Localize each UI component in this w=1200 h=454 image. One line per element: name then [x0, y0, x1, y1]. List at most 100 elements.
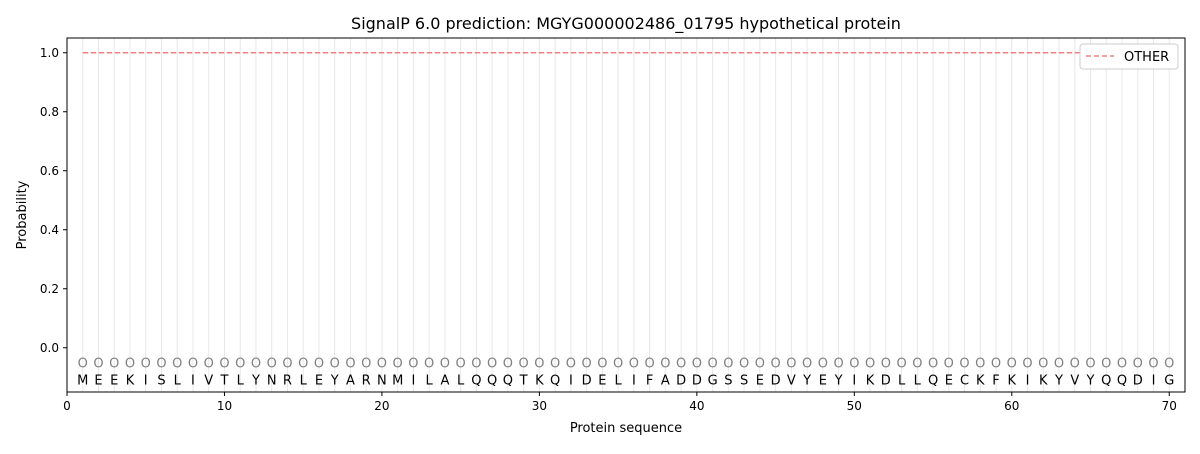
region-marker: O — [1007, 357, 1017, 372]
residue-label: E — [756, 373, 764, 388]
residue-label: S — [157, 373, 165, 388]
region-marker: O — [456, 357, 466, 372]
residue-label: Q — [487, 373, 497, 388]
plot-frame — [66, 37, 1186, 393]
residue-label: D — [881, 373, 891, 388]
residue-label: T — [519, 373, 528, 388]
residue-label: V — [787, 373, 796, 388]
x-tick-label: 30 — [532, 399, 547, 413]
residue-label: V — [204, 373, 213, 388]
region-marker: O — [723, 357, 733, 372]
chart-title: SignalP 6.0 prediction: MGYG000002486_01… — [351, 14, 901, 34]
residue-label: Y — [1054, 373, 1063, 388]
region-marker: O — [550, 357, 560, 372]
y-tick-label: 1.0 — [40, 46, 59, 60]
residue-label: I — [1026, 373, 1030, 388]
residue-label: V — [1070, 373, 1079, 388]
residue-label: I — [412, 373, 416, 388]
region-marker: O — [975, 357, 985, 372]
residue-label: K — [126, 373, 135, 388]
region-marker: O — [597, 357, 607, 372]
residue-label: I — [1152, 373, 1156, 388]
y-tick-label: 0.6 — [40, 164, 59, 178]
x-tick-label: 70 — [1162, 399, 1177, 413]
residue-label: E — [110, 373, 118, 388]
region-marker: O — [471, 357, 481, 372]
region-marker: O — [282, 357, 292, 372]
x-axis-label: Protein sequence — [570, 421, 682, 436]
region-marker: O — [912, 357, 922, 372]
region-marker: O — [865, 357, 875, 372]
region-marker: O — [424, 357, 434, 372]
residue-label: L — [898, 373, 906, 388]
x-tick-label: 60 — [1004, 399, 1019, 413]
region-marker: O — [1054, 357, 1064, 372]
residue-label: E — [598, 373, 606, 388]
region-marker: O — [739, 357, 749, 372]
residue-label: D — [1133, 373, 1143, 388]
region-marker: O — [172, 357, 182, 372]
region-marker: O — [503, 357, 513, 372]
region-marker: O — [519, 357, 529, 372]
residue-label: Q — [1117, 373, 1127, 388]
region-marker: O — [707, 357, 717, 372]
residue-label: I — [144, 373, 148, 388]
region-marker: O — [1038, 357, 1048, 372]
region-marker: O — [1148, 357, 1158, 372]
residue-label: E — [315, 373, 323, 388]
region-marker: O — [314, 357, 324, 372]
residue-label: A — [346, 373, 355, 388]
residue-label: L — [426, 373, 434, 388]
region-marker: O — [141, 357, 151, 372]
region-marker: O — [487, 357, 497, 372]
region-marker: O — [93, 357, 103, 372]
region-marker: O — [676, 357, 686, 372]
residue-label: D — [692, 373, 702, 388]
residue-label: Q — [550, 373, 560, 388]
region-marker: O — [849, 357, 859, 372]
residue-label: M — [77, 373, 88, 388]
region-marker: O — [645, 357, 655, 372]
region-marker: O — [896, 357, 906, 372]
region-marker: O — [1022, 357, 1032, 372]
x-tick-label: 10 — [217, 399, 232, 413]
region-marker: O — [1101, 357, 1111, 372]
region-marker: O — [78, 357, 88, 372]
region-marker: O — [1164, 357, 1174, 372]
residue-label: N — [377, 373, 387, 388]
region-marker: O — [125, 357, 135, 372]
region-marker: O — [156, 357, 166, 372]
x-tick-label: 0 — [63, 399, 71, 413]
region-marker: O — [755, 357, 765, 372]
residue-label: R — [283, 373, 292, 388]
residue-label: L — [300, 373, 308, 388]
residue-label: Y — [802, 373, 811, 388]
residue-label: Y — [1086, 373, 1095, 388]
region-marker: O — [408, 357, 418, 372]
residue-label: K — [866, 373, 875, 388]
y-axis-label: Probability — [15, 180, 30, 249]
y-tick-label: 0.4 — [40, 223, 59, 237]
residue-label: G — [1164, 373, 1174, 388]
residue-label: K — [535, 373, 544, 388]
region-marker: O — [881, 357, 891, 372]
region-marker: O — [377, 357, 387, 372]
residue-label: S — [740, 373, 748, 388]
residue-label: E — [94, 373, 102, 388]
region-marker: O — [629, 357, 639, 372]
region-marker: O — [959, 357, 969, 372]
region-marker: O — [267, 357, 277, 372]
y-tick-label: 0.8 — [40, 105, 59, 119]
legend: OTHER — [1079, 43, 1179, 70]
residue-label: I — [632, 373, 636, 388]
region-marker: O — [613, 357, 623, 372]
residue-label: K — [1008, 373, 1017, 388]
x-tick-label: 20 — [374, 399, 389, 413]
region-marker: O — [802, 357, 812, 372]
region-marker: O — [786, 357, 796, 372]
residue-label: D — [582, 373, 592, 388]
residue-label: K — [976, 373, 985, 388]
residue-label: L — [457, 373, 465, 388]
region-marker: O — [393, 357, 403, 372]
